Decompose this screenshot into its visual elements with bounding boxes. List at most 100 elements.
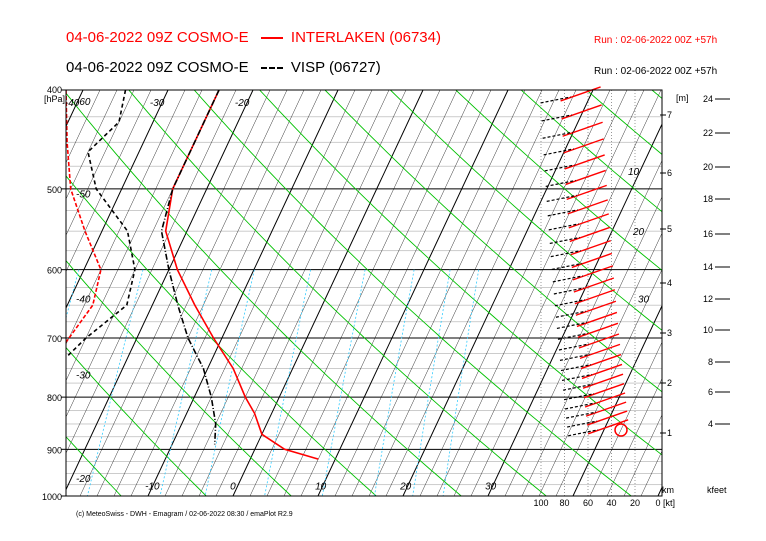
wind-arrow-interlaken bbox=[586, 410, 628, 426]
wind-arrow-interlaken bbox=[579, 343, 621, 360]
visp-dewpoint-line bbox=[66, 90, 136, 359]
isotherm-line bbox=[640, 450, 662, 496]
isotherm-line bbox=[113, 90, 305, 496]
isotherm-line bbox=[283, 90, 475, 496]
isotherm-line bbox=[66, 90, 254, 491]
mixing-ratio-line bbox=[159, 269, 213, 496]
wind-arrow-interlaken bbox=[574, 289, 616, 305]
top-isotherm-label: -40 bbox=[65, 98, 80, 109]
km-tick-label: 7 bbox=[667, 110, 672, 120]
isotherm-line bbox=[453, 90, 645, 496]
wind-axis-tick-label: 20 bbox=[630, 498, 640, 508]
wind-arrow-interlaken bbox=[560, 86, 601, 102]
isotherm-line bbox=[521, 196, 662, 496]
isotherm-line bbox=[436, 90, 628, 496]
wind-arrow-interlaken bbox=[575, 300, 617, 316]
km-axis-unit: [m] bbox=[676, 93, 689, 103]
pressure-tick-label: 900 bbox=[47, 445, 62, 455]
wind-arrow-interlaken bbox=[570, 239, 612, 256]
isotherm-line bbox=[470, 90, 662, 496]
interlaken-temperature-line bbox=[164, 90, 319, 460]
isotherm-line bbox=[66, 90, 203, 382]
theta-label: 30 bbox=[638, 294, 650, 305]
title-model-1: 04-06-2022 09Z COSMO-E bbox=[66, 29, 249, 46]
wind-arrow-visp bbox=[558, 343, 590, 351]
isotherm-line bbox=[0, 90, 49, 496]
wind-arrow-interlaken bbox=[580, 353, 622, 370]
legend-interlaken-label: INTERLAKEN (06734) bbox=[290, 29, 441, 46]
isotherm-line bbox=[726, 90, 766, 496]
isotherm-line bbox=[0, 90, 32, 496]
wind-arrow-visp bbox=[549, 236, 580, 245]
dry-adiabat-line bbox=[0, 90, 36, 496]
title-model-2: 04-06-2022 09Z COSMO-E bbox=[66, 59, 249, 76]
isotherm-line bbox=[66, 90, 152, 273]
isotherm-line bbox=[232, 90, 424, 496]
kfeet-tick-label: 6 bbox=[708, 387, 713, 397]
title-line-2: 04-06-2022 09Z COSMO-E VISP (06727) bbox=[66, 59, 381, 76]
kfeet-tick-label: 10 bbox=[703, 325, 713, 335]
wind-arrow-interlaken bbox=[578, 333, 620, 349]
mixing-ratio-line bbox=[374, 269, 415, 496]
isotherm-line bbox=[130, 90, 322, 496]
km-tick-label: 3 bbox=[667, 328, 672, 338]
kfeet-tick-label: 14 bbox=[703, 262, 713, 272]
dry-adiabat-line bbox=[717, 90, 766, 496]
isotherm-line bbox=[589, 341, 662, 496]
wind-arrow-interlaken bbox=[571, 252, 613, 269]
isotherm-line bbox=[657, 486, 662, 496]
isotherm-line bbox=[66, 90, 84, 128]
isotherm-line bbox=[249, 90, 441, 496]
pressure-tick-label: 400 bbox=[47, 85, 62, 95]
wind-arrow-interlaken bbox=[563, 138, 604, 154]
pressure-tick-label: 700 bbox=[47, 334, 62, 344]
kfeet-tick-label: 18 bbox=[703, 194, 713, 204]
wind-arrow-interlaken bbox=[572, 265, 614, 281]
km-tick-label: 2 bbox=[667, 378, 672, 388]
bottom-isotherm-label: -10 bbox=[145, 481, 160, 492]
isotherm-line bbox=[181, 90, 373, 496]
dry-adiabat-line bbox=[66, 175, 377, 496]
isotherm-line bbox=[300, 90, 492, 496]
wind-arrow-visp bbox=[561, 373, 593, 382]
wind-arrow-interlaken bbox=[565, 169, 606, 186]
wind-arrow-visp bbox=[540, 96, 571, 104]
isotherm-line bbox=[385, 90, 577, 496]
theta-label: 20 bbox=[632, 227, 645, 238]
wind-arrow-interlaken bbox=[584, 392, 626, 408]
kfeet-tick-label: 4 bbox=[708, 419, 713, 429]
dry-adiabat-line bbox=[66, 436, 122, 496]
isotherm-line bbox=[538, 232, 662, 496]
wind-arrow-interlaken bbox=[573, 277, 615, 293]
run-info-2: Run : 02-06-2022 00Z +57h bbox=[594, 66, 718, 77]
wind-arrow-visp bbox=[564, 402, 596, 410]
wind-arrow-visp bbox=[546, 194, 577, 202]
theta-label: 10 bbox=[628, 167, 640, 178]
dry-adiabat-line bbox=[259, 90, 662, 456]
top-isotherm-label: -20 bbox=[235, 98, 250, 109]
wind-arrow-interlaken bbox=[577, 322, 619, 338]
km-tick-label: 1 bbox=[667, 428, 672, 438]
isotherm-line bbox=[266, 90, 458, 496]
wind-arrow-interlaken bbox=[582, 373, 624, 389]
dry-adiabat-line bbox=[66, 92, 462, 496]
wind-arrow-visp bbox=[551, 262, 582, 271]
wind-arrow-interlaken bbox=[569, 226, 611, 243]
pressure-axis-unit: [hPa] bbox=[44, 94, 65, 104]
dry-adiabat-line bbox=[66, 346, 207, 496]
left-isotherm-label: -30 bbox=[76, 370, 91, 381]
isotherm-line bbox=[351, 90, 543, 496]
dry-adiabat-line bbox=[390, 90, 662, 331]
kfeet-tick-label: 8 bbox=[708, 357, 713, 367]
kfeet-axis-unit: kfeet bbox=[707, 485, 727, 495]
mixing-ratio-line bbox=[87, 269, 144, 496]
isotherm-line bbox=[164, 90, 356, 496]
isotherm-line bbox=[555, 269, 662, 496]
wind-calm-marker bbox=[614, 423, 628, 437]
isotherm-line bbox=[675, 90, 766, 496]
isotherm-line bbox=[66, 90, 101, 164]
wind-axis-tick-label: 80 bbox=[559, 498, 569, 508]
wind-arrow-visp bbox=[544, 164, 575, 172]
visp-temperature-line bbox=[160, 90, 220, 445]
